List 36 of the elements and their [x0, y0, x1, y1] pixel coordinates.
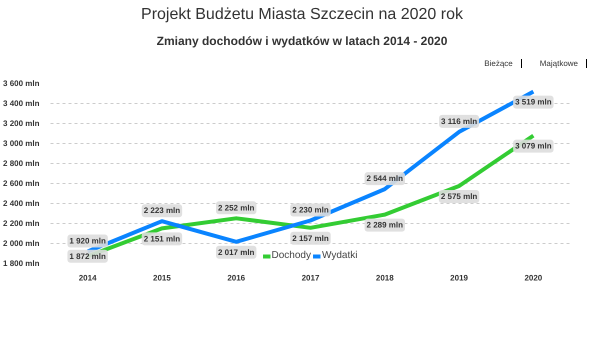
y-tick-label: 1 800 mln: [3, 259, 40, 268]
y-tick-label: 3 600 mln: [3, 79, 40, 88]
data-label: 2 289 mln: [366, 220, 404, 230]
chart-subtitle: Zmiany dochodów i wydatków w latach 2014 - 2020: [156, 34, 448, 48]
data-label: 3 519 mln: [515, 98, 552, 107]
x-tick-label: 2017: [302, 274, 320, 282]
data-label: 2 151 mln: [144, 234, 180, 244]
data-label: 2 157 mln: [292, 234, 329, 243]
y-tick-label: 2 200 mln: [3, 219, 40, 228]
data-label: 1 920 mln: [69, 236, 106, 246]
legend-label: Dochody: [272, 250, 311, 261]
y-tick-label: 2 400 mln: [3, 199, 40, 208]
y-tick-label: 2 800 mln: [3, 159, 40, 168]
text: Majątkowe: [540, 59, 587, 68]
data-label: 2 252 mln: [218, 203, 255, 212]
x-tick-label: 2018: [376, 274, 394, 282]
data-label: 2 575 mln: [440, 192, 478, 201]
data-label: 2 223 mln: [144, 206, 180, 216]
x-tick-label: 2019: [450, 274, 469, 282]
x-tick-label: 2016: [227, 274, 246, 282]
text: Bieżące: [484, 59, 522, 68]
y-tick-label: 3 400 mln: [3, 99, 40, 108]
legend-label: Wydatki: [322, 250, 358, 261]
data-label: 3 079 mln: [515, 142, 552, 151]
chart-title: Projekt Budżetu Miasta Szczecin na 2020 rok: [141, 6, 463, 24]
x-tick-label: 2020: [524, 274, 543, 282]
y-tick-label: 3 200 mln: [3, 119, 40, 128]
data-label: 3 116 mln: [441, 116, 478, 126]
data-label: 2 017 mln: [218, 248, 255, 257]
y-tick-label: 3 000 mln: [3, 139, 40, 148]
data-label: 2 230 mln: [292, 206, 329, 214]
x-tick-label: 2014: [78, 274, 98, 282]
y-tick-label: 2 000 mln: [3, 239, 40, 248]
x-tick-label: 2015: [153, 274, 172, 282]
data-label: 2 544 mln: [366, 174, 404, 184]
y-tick-label: 2 600 mln: [3, 179, 40, 188]
